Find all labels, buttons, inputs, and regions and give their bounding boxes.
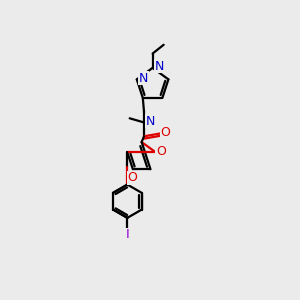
Text: I: I bbox=[125, 228, 129, 242]
Text: O: O bbox=[160, 126, 170, 139]
Text: O: O bbox=[128, 171, 137, 184]
Text: N: N bbox=[155, 59, 164, 73]
Text: N: N bbox=[146, 115, 155, 128]
Text: O: O bbox=[156, 145, 166, 158]
Text: N: N bbox=[139, 72, 148, 85]
